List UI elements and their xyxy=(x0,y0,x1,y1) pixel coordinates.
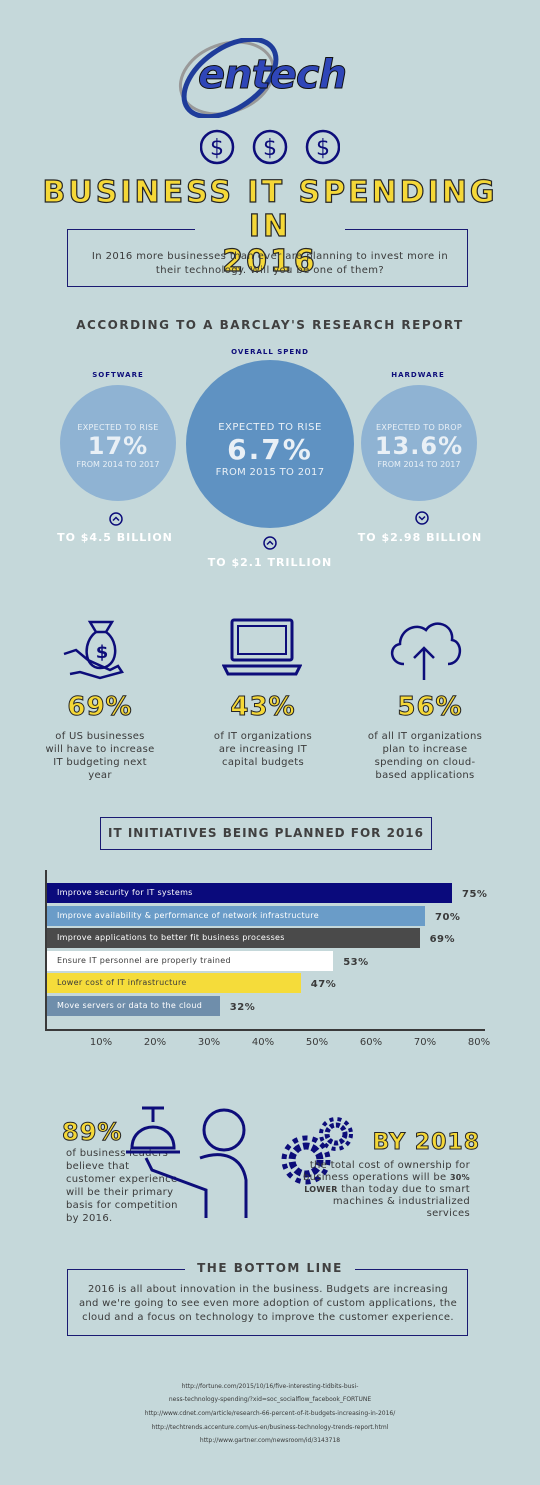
overall-amount: TO $2.1 TRILLION xyxy=(207,556,333,569)
overall-value: 6.7% xyxy=(227,433,313,466)
stat-3-value: 56% xyxy=(397,692,463,723)
stat-1-text: of US businesses will have to increase I… xyxy=(45,731,155,781)
chart-tick-label: 30% xyxy=(197,1037,221,1048)
software-period: FROM 2014 TO 2017 xyxy=(76,460,160,469)
chart-tick-label: 80% xyxy=(467,1037,491,1048)
hardware-circle: EXPECTED TO DROP 13.6% FROM 2014 TO 2017 xyxy=(361,385,477,501)
source-line: http://www.gartner.com/newsroom/id/31437… xyxy=(199,1437,341,1444)
software-value: 17% xyxy=(87,432,149,460)
overall-label: OVERALL SPEND xyxy=(231,348,309,356)
logo-swoosh-icon xyxy=(178,36,279,120)
chart-tick-label: 20% xyxy=(143,1037,167,1048)
title-line-2: IN 2016 xyxy=(195,208,345,280)
chart-bar-value: 32% xyxy=(229,1001,256,1013)
chart-bar: Ensure IT personnel are properly trained xyxy=(47,950,334,971)
intro-text: In 2016 more businesses than ever are pl… xyxy=(91,251,449,276)
hardware-top: EXPECTED TO DROP xyxy=(375,423,462,432)
software-circle: EXPECTED TO RISE 17% FROM 2014 TO 2017 xyxy=(60,385,176,501)
chevron-down-icon xyxy=(415,511,429,525)
chart-tick-label: 70% xyxy=(413,1037,437,1048)
source-line: http://fortune.com/2015/10/16/five-inter… xyxy=(181,1383,359,1390)
chart-bar-label: Improve applications to better fit busin… xyxy=(57,933,285,942)
chart-bar-label: Improve security for IT systems xyxy=(57,888,193,897)
bottom-line-heading: THE BOTTOM LINE xyxy=(185,1261,355,1275)
chart-bar: Improve applications to better fit busin… xyxy=(47,928,420,948)
chart-tick-label: 60% xyxy=(359,1037,383,1048)
chart-tick-label: 50% xyxy=(305,1037,329,1048)
leaders-text: of business leaders believe that custome… xyxy=(66,1148,178,1224)
leaders-value: 89% xyxy=(62,1118,123,1147)
software-amount: TO $4.5 BILLION xyxy=(57,531,173,544)
chart-bar-value: 47% xyxy=(310,979,337,990)
logo: entech xyxy=(172,36,372,120)
stat-2-value: 43% xyxy=(230,692,296,723)
chart-bar-value: 53% xyxy=(343,956,369,968)
dollar-icon: $ xyxy=(199,129,235,165)
stat-1-value: 69% xyxy=(67,692,133,723)
chevron-up-icon xyxy=(263,536,277,550)
overall-circle: EXPECTED TO RISE 6.7% FROM 2015 TO 2017 xyxy=(186,360,354,528)
dollar-icon: $ xyxy=(252,129,288,165)
chart-bar: Move servers or data to the cloud xyxy=(47,995,220,1016)
chart-tick-label: 10% xyxy=(89,1037,113,1048)
chart-bar-value: 70% xyxy=(435,911,461,923)
by2018-heading: BY 2018 xyxy=(372,1130,480,1156)
source-line: http://www.cdnet.com/article/research-66… xyxy=(144,1410,396,1417)
source-line: http://techtrends.accenture.com/us-en/bu… xyxy=(151,1424,389,1431)
chart-bar: Improve availability & performance of ne… xyxy=(47,905,425,926)
chart-bar-label: Move servers or data to the cloud xyxy=(57,1000,203,1010)
source-line: ness-technology-spending/?xid=soc_social… xyxy=(168,1396,372,1403)
stat-3-text: of all IT organizations plan to increase… xyxy=(367,731,483,781)
waiter-cloche-icon xyxy=(126,1106,248,1218)
chart-bar-value: 75% xyxy=(462,889,488,900)
hardware-label: HARDWARE xyxy=(391,371,445,379)
chart-bar-value: 69% xyxy=(429,934,456,945)
dollar-icons: $ $ $ xyxy=(199,128,341,166)
research-heading: ACCORDING TO A BARCLAY'S RESEARCH REPORT xyxy=(76,318,464,332)
money-bag-hand-icon: $ xyxy=(63,620,125,680)
gears-icon xyxy=(281,1117,353,1185)
chart-axis-y xyxy=(45,870,47,1030)
dollar-icon: $ xyxy=(305,129,341,165)
software-label: SOFTWARE xyxy=(92,371,144,379)
svg-text:$: $ xyxy=(316,136,330,161)
logo-text: entech xyxy=(197,52,347,99)
svg-text:$: $ xyxy=(96,642,109,663)
svg-text:$: $ xyxy=(210,136,224,161)
software-top: EXPECTED TO RISE xyxy=(77,423,159,432)
chart-axis-x xyxy=(45,1029,485,1031)
by2018-text-before: the total cost of ownership for business… xyxy=(303,1160,470,1183)
initiatives-heading: IT INITIATIVES BEING PLANNED FOR 2016 xyxy=(100,817,432,850)
laptop-icon xyxy=(222,618,302,676)
svg-text:$: $ xyxy=(263,136,277,161)
chart-bar-label: Improve availability & performance of ne… xyxy=(57,910,319,920)
title-line-1: BUSINESS IT SPENDING xyxy=(42,174,498,210)
hardware-amount: TO $2.98 BILLION xyxy=(357,531,483,544)
hardware-period: FROM 2014 TO 2017 xyxy=(377,460,461,469)
chart-bar: Lower cost of IT infrastructure xyxy=(47,973,301,993)
hardware-value: 13.6% xyxy=(374,432,464,460)
by2018-text: the total cost of ownership for business… xyxy=(290,1160,470,1220)
bottom-line-text: 2016 is all about innovation in the busi… xyxy=(78,1284,458,1323)
chart-tick-label: 40% xyxy=(251,1037,275,1048)
stat-2-text: of IT organizations are increasing IT ca… xyxy=(213,731,313,768)
cloud-upload-icon xyxy=(391,622,461,680)
chart-bar-label: Lower cost of IT infrastructure xyxy=(57,978,187,987)
chart-bar-label: Ensure IT personnel are properly trained xyxy=(57,955,231,965)
by2018-text-after: than today due to smart machines & indus… xyxy=(332,1184,470,1219)
overall-top: EXPECTED TO RISE xyxy=(218,422,322,433)
chart-bar: Improve security for IT systems xyxy=(47,883,452,903)
chevron-up-icon xyxy=(109,512,123,526)
by2018-emphasis: 30% LOWER xyxy=(304,1173,470,1194)
overall-period: FROM 2015 TO 2017 xyxy=(215,467,325,478)
